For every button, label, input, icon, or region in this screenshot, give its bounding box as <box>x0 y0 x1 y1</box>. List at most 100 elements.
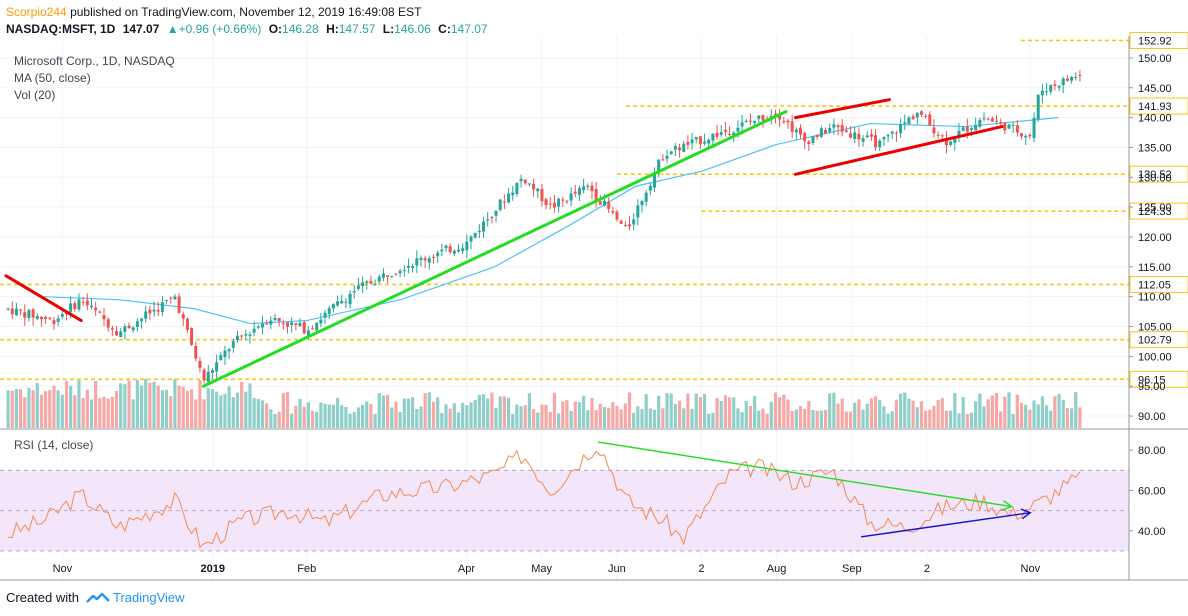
volume-bar <box>844 411 848 428</box>
volume-bar <box>853 402 857 428</box>
volume-bar <box>44 391 48 428</box>
volume-bar <box>994 392 999 428</box>
volume-bar <box>215 391 219 428</box>
candle-body <box>853 132 857 139</box>
level-tag <box>1129 165 1188 183</box>
created-with-text: Created with <box>6 590 79 605</box>
volume-bar <box>894 399 899 428</box>
candle-body <box>911 116 915 120</box>
tradingview-brand[interactable]: TradingView <box>112 590 185 605</box>
volume-bar <box>611 402 615 428</box>
candle-body <box>519 178 523 182</box>
volume-bar <box>1065 407 1070 428</box>
candle-body <box>6 308 10 310</box>
candle-body <box>1053 84 1057 86</box>
level-tag <box>1129 275 1188 293</box>
volume-bar <box>898 393 903 428</box>
volume-bar <box>381 395 386 428</box>
level-label: 152.92 <box>1138 35 1172 47</box>
rsi-pane[interactable] <box>0 441 1129 552</box>
price-tick-label: 130.00 <box>1138 172 1172 184</box>
candle-body <box>469 236 473 242</box>
candle-body <box>1024 135 1028 138</box>
candle-body <box>757 115 761 119</box>
candle-body <box>878 140 882 148</box>
candle-body <box>35 316 39 319</box>
open-value: 146.28 <box>282 22 319 36</box>
candle-body <box>648 185 652 191</box>
candle-body <box>890 131 894 134</box>
volume-bar <box>269 409 273 428</box>
candle-body <box>173 296 177 300</box>
candle-body <box>198 360 202 368</box>
candle-body <box>319 319 323 324</box>
trendline <box>201 110 788 388</box>
volume-bar <box>627 392 632 428</box>
volume-bar <box>194 399 198 428</box>
volume-bar <box>536 412 540 428</box>
price-tick-label: 125.00 <box>1138 202 1172 214</box>
rsi-arrowhead-icon <box>1020 508 1032 520</box>
candle-body <box>144 311 148 319</box>
candle-body <box>773 113 777 116</box>
candle-body <box>473 232 477 238</box>
author-link[interactable]: Scorpio244 <box>6 5 67 19</box>
trendlines[interactable] <box>4 98 1004 388</box>
candle-body <box>44 317 48 319</box>
volume-bar <box>481 394 486 428</box>
volume-bar <box>969 412 974 428</box>
candle-body <box>269 320 273 325</box>
volume-bar <box>461 402 465 428</box>
rsi-trendline <box>597 441 1012 508</box>
volume-bar <box>903 392 907 428</box>
volume-legend[interactable]: Vol (20) <box>14 88 56 102</box>
candle-body <box>969 128 973 130</box>
candle-body <box>936 134 940 136</box>
level-tag <box>1129 31 1188 49</box>
candle-body <box>31 309 35 318</box>
volume-bar <box>794 409 798 428</box>
level-tag <box>1129 202 1188 220</box>
candle-body <box>281 323 285 325</box>
volume-bar <box>373 413 377 428</box>
candle-body <box>903 122 907 124</box>
volume-bar <box>85 389 89 428</box>
symbol-label[interactable]: NASDAQ:MSFT, 1D <box>6 22 116 36</box>
candle-body <box>365 281 369 283</box>
volume-bar <box>723 395 728 428</box>
volume-bar <box>223 393 227 428</box>
ma-legend[interactable]: MA (50, close) <box>14 71 91 85</box>
price-tick-label: 150.00 <box>1138 53 1172 65</box>
volume-bar <box>544 404 548 428</box>
volume-bar <box>440 413 444 428</box>
volume-bar <box>265 403 269 428</box>
series-title[interactable]: Microsoft Corp., 1D, NASDAQ <box>14 54 175 68</box>
horizontal-levels[interactable]: 152.92 141.93 130.52 124.33 112.05 102.79 96.1… <box>0 31 1188 388</box>
candle-body <box>89 305 93 308</box>
candles[interactable] <box>6 70 1082 384</box>
volume-bar <box>1053 396 1057 428</box>
volume-bar <box>886 413 890 428</box>
candle-body <box>1028 134 1032 137</box>
volume-bar <box>469 402 473 428</box>
rsi-tick-label: 40.00 <box>1138 526 1166 538</box>
volume-bar <box>798 405 803 428</box>
candle-body <box>640 201 644 206</box>
volume-bar <box>823 409 828 428</box>
candle-body <box>665 155 669 159</box>
high-label: H: <box>326 22 339 36</box>
volume-bar <box>1028 409 1032 428</box>
candle-body <box>561 199 565 201</box>
tradingview-logo-icon <box>86 592 110 603</box>
volume-bar <box>411 397 415 428</box>
volume-bar <box>702 394 707 428</box>
volume-bar <box>377 393 381 428</box>
volume-bar <box>135 380 139 428</box>
volume-bar <box>402 398 406 428</box>
candle-body <box>557 198 561 207</box>
candle-body <box>1007 124 1011 129</box>
rsi-legend[interactable]: RSI (14, close) <box>14 438 94 452</box>
volume-bar <box>486 398 490 428</box>
candle-body <box>490 216 494 219</box>
